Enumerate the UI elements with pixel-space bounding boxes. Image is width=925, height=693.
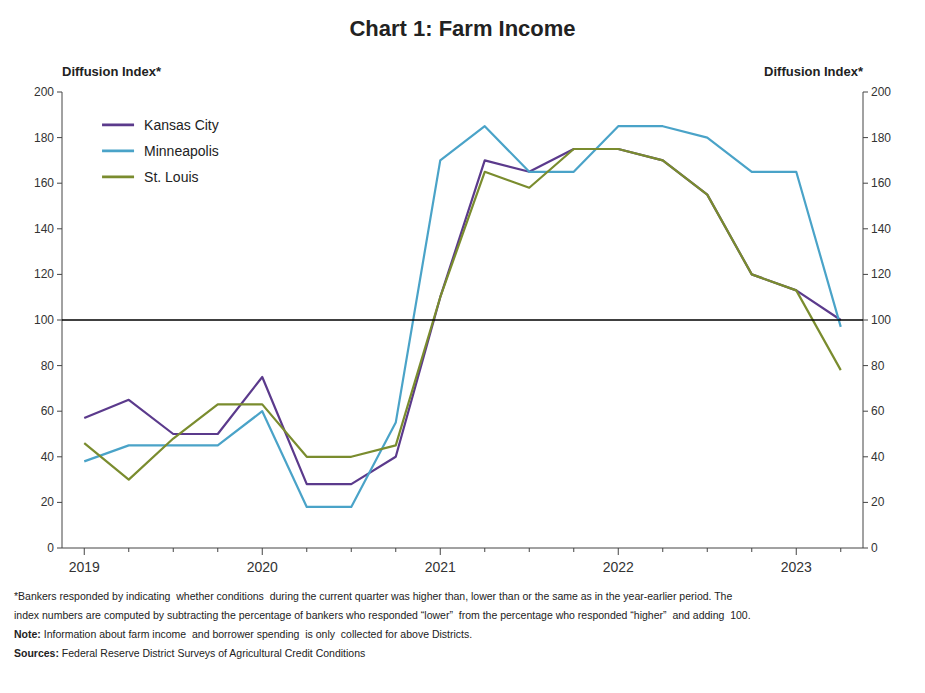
- y-tick-label: 100: [34, 313, 54, 327]
- y-tick: [57, 228, 62, 229]
- x-tick: [440, 548, 441, 555]
- x-minor-tick: [662, 548, 663, 552]
- note-label: Note:: [14, 628, 41, 640]
- y2-tick: [863, 320, 868, 321]
- x-axis-line: [62, 548, 863, 549]
- legend-label: Minneapolis: [144, 143, 219, 159]
- x-tick: [796, 548, 797, 555]
- y2-tick-label: 180: [871, 131, 891, 145]
- x-minor-tick: [484, 548, 485, 552]
- y-tick: [57, 92, 62, 93]
- y2-tick: [863, 548, 868, 549]
- y-tick-label: 180: [34, 131, 54, 145]
- y-tick-label: 80: [41, 359, 55, 373]
- x-tick-label: 2021: [425, 559, 456, 575]
- y-tick: [57, 411, 62, 412]
- y-tick-label: 0: [47, 541, 54, 555]
- x-tick-label: 2023: [781, 559, 812, 575]
- y-tick-label: 140: [34, 222, 54, 236]
- y2-tick: [863, 411, 868, 412]
- y-tick-label: 40: [41, 450, 55, 464]
- y-tick: [57, 183, 62, 184]
- y2-tick-label: 20: [871, 495, 885, 509]
- y2-tick: [863, 274, 868, 275]
- y2-tick-label: 60: [871, 404, 885, 418]
- x-minor-tick: [529, 548, 530, 552]
- y2-tick-label: 80: [871, 359, 885, 373]
- y-tick-label: 200: [34, 85, 54, 99]
- legend-swatch: [102, 123, 134, 126]
- legend-label: Kansas City: [144, 117, 219, 133]
- x-minor-tick: [840, 548, 841, 552]
- x-tick: [262, 548, 263, 555]
- y-tick: [57, 365, 62, 366]
- y2-tick: [863, 183, 868, 184]
- chart: Chart 1: Farm Income Diffusion Index* Diff…: [0, 0, 925, 693]
- note-text: Information about farm income and borrow…: [41, 628, 472, 640]
- plot-area: [62, 126, 863, 507]
- legend-swatch: [102, 149, 134, 152]
- x-tick-label: 2019: [69, 559, 100, 575]
- series-line: [84, 126, 841, 507]
- y-axis-label: Diffusion Index*: [62, 64, 162, 79]
- source-label: Sources:: [14, 647, 59, 659]
- reference-line: [62, 319, 863, 320]
- y-tick: [57, 548, 62, 549]
- y-tick-label: 20: [41, 495, 55, 509]
- x-minor-tick: [128, 548, 129, 552]
- y-tick: [57, 456, 62, 457]
- y2-tick-label: 120: [871, 267, 891, 281]
- y2-tick-label: 160: [871, 176, 891, 190]
- y2-tick: [863, 456, 868, 457]
- y2-tick-label: 40: [871, 450, 885, 464]
- background: [0, 0, 925, 693]
- x-minor-tick: [751, 548, 752, 552]
- y-tick: [57, 137, 62, 138]
- title: Chart 1: Farm Income: [349, 16, 575, 41]
- x-tick: [84, 548, 85, 555]
- series-line: [84, 149, 841, 484]
- y2-tick-label: 200: [871, 85, 891, 99]
- x-minor-tick: [173, 548, 174, 552]
- y2-tick-label: 100: [871, 313, 891, 327]
- y-tick-label: 120: [34, 267, 54, 281]
- series-line: [84, 149, 841, 480]
- source-line: Sources: Federal Reserve District Survey…: [14, 647, 365, 659]
- x-minor-tick: [395, 548, 396, 552]
- y2-tick: [863, 92, 868, 93]
- x-minor-tick: [707, 548, 708, 552]
- y2-tick-label: 140: [871, 222, 891, 236]
- legend-swatch: [102, 175, 134, 178]
- x-tick-label: 2022: [603, 559, 634, 575]
- y-tick: [57, 502, 62, 503]
- x-minor-tick: [351, 548, 352, 552]
- footnote: *Bankers responded by indicating whether…: [14, 590, 732, 602]
- y2-tick: [863, 365, 868, 366]
- legend: Kansas City Minneapolis St. Louis: [102, 117, 219, 185]
- y2-tick: [863, 502, 868, 503]
- y-tick: [57, 274, 62, 275]
- y2-tick: [863, 137, 868, 138]
- y2-tick: [863, 228, 868, 229]
- y2-axis-label: Diffusion Index*: [764, 64, 864, 79]
- x-tick-label: 2020: [247, 559, 278, 575]
- footnote: index numbers are computed by subtractin…: [14, 609, 751, 621]
- y-tick-label: 160: [34, 176, 54, 190]
- x-tick: [618, 548, 619, 555]
- legend-label: St. Louis: [144, 169, 198, 185]
- x-minor-tick: [573, 548, 574, 552]
- y-tick: [57, 320, 62, 321]
- source-text: Federal Reserve District Surveys of Agri…: [59, 647, 365, 659]
- x-minor-tick: [217, 548, 218, 552]
- x-minor-tick: [306, 548, 307, 552]
- y-tick-label: 60: [41, 404, 55, 418]
- y2-tick-label: 0: [871, 541, 878, 555]
- note-line: Note: Information about farm income and …: [14, 628, 472, 640]
